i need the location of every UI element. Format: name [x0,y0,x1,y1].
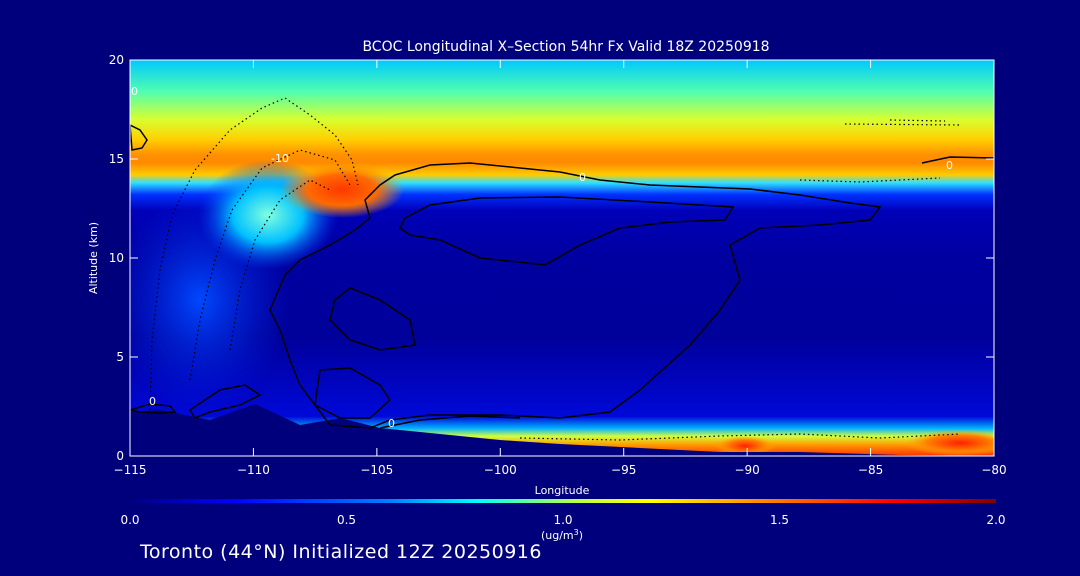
colorbar-tick-label: 1.0 [553,513,572,527]
contour-solid-left-2 [188,384,262,419]
contour-dotted-upper-right-1 [844,123,961,126]
colorbar-units: (ug/m3) [541,528,583,542]
x-tick-label: −105 [360,463,393,477]
colorbar-tick-label: 0.0 [120,513,139,527]
chart-title: BCOC Longitudinal X–Section 54hr Fx Vali… [362,39,769,55]
contour-label: 0 [579,171,586,184]
colorbar-tick-label: 0.5 [337,513,356,527]
y-tick-label: 15 [109,152,124,166]
contour-label: 0 [149,395,156,408]
contour-dotted-surface [519,433,961,441]
x-tick-label: −100 [484,463,517,477]
contour-dotted-mid-right [799,177,941,183]
x-tick-label: −80 [981,463,1006,477]
x-axis-label: Longitude [535,484,590,497]
y-tick-label: 0 [116,449,124,463]
x-tick-label: −90 [734,463,759,477]
y-axis: 0 5 10 15 20 [109,53,994,463]
y-tick-label: 5 [116,350,124,364]
x-tick-label: −85 [858,463,883,477]
surface-hotspot-2 [905,430,994,456]
footer-initialization: Toronto (44°N) Initialized 12Z 20250916 [140,541,542,563]
contour-solid-inner-2 [329,287,416,351]
colorbar-tick-label: 2.0 [986,513,1005,527]
contour-label: 0 [946,159,953,172]
plot-area: -10 0 0 0 0 0 [130,60,994,456]
contour-solid-surface [379,415,521,429]
contour-dotted-upper-right-2 [889,119,946,122]
dotted-contours [149,97,961,441]
contour-solid-inner-3 [314,367,391,419]
surface-hotspot-1 [715,436,775,456]
contour-dotted-1 [149,97,359,411]
x-tick-label: −115 [114,463,147,477]
contour-solid-outer [269,162,882,429]
contour-label: -10 [271,152,289,165]
plume-core [280,162,404,218]
x-tick-label: −110 [237,463,270,477]
terrain [130,404,994,456]
contour-solid-top-left [130,124,148,151]
contour-dotted-3 [229,179,331,351]
y-tick-label: 20 [109,53,124,67]
x-tick-label: −95 [611,463,636,477]
y-axis-label: Altitude (km) [87,222,100,294]
colorbar [130,499,996,503]
x-axis: −115 −110 −105 −100 −95 −90 −85 −80 [114,60,1007,477]
colorbar-units-close: ) [579,529,583,542]
contour-solid-inner-1 [399,196,735,266]
contour-solid-right [921,156,994,164]
colorbar-units-exponent: 3 [574,528,579,537]
y-tick-label: 10 [109,251,124,265]
contour-label: 0 [131,85,138,98]
colorbar-tick-label: 1.5 [770,513,789,527]
colorbar-units-open: (ug/m [541,529,574,542]
colorbar-ticks: 0.0 0.5 1.0 1.5 2.0 [120,513,1005,527]
contour-label: 0 [388,417,395,430]
contour-labels: -10 0 0 0 0 0 [131,85,953,430]
